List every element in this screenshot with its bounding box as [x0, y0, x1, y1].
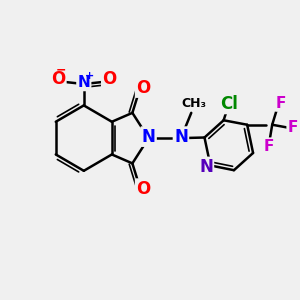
Text: CH₃: CH₃ [182, 97, 207, 110]
Text: N: N [199, 158, 213, 176]
Text: +: + [85, 71, 94, 81]
Text: F: F [276, 95, 286, 110]
Text: Cl: Cl [220, 95, 238, 113]
Text: N: N [142, 128, 155, 146]
Text: F: F [264, 139, 274, 154]
Text: O: O [51, 70, 65, 88]
Text: O: O [136, 180, 150, 198]
Text: O: O [136, 79, 150, 97]
Text: O: O [102, 70, 116, 88]
Text: N: N [174, 128, 188, 146]
Text: F: F [288, 120, 298, 135]
Text: N: N [77, 75, 90, 90]
Text: −: − [56, 64, 66, 77]
